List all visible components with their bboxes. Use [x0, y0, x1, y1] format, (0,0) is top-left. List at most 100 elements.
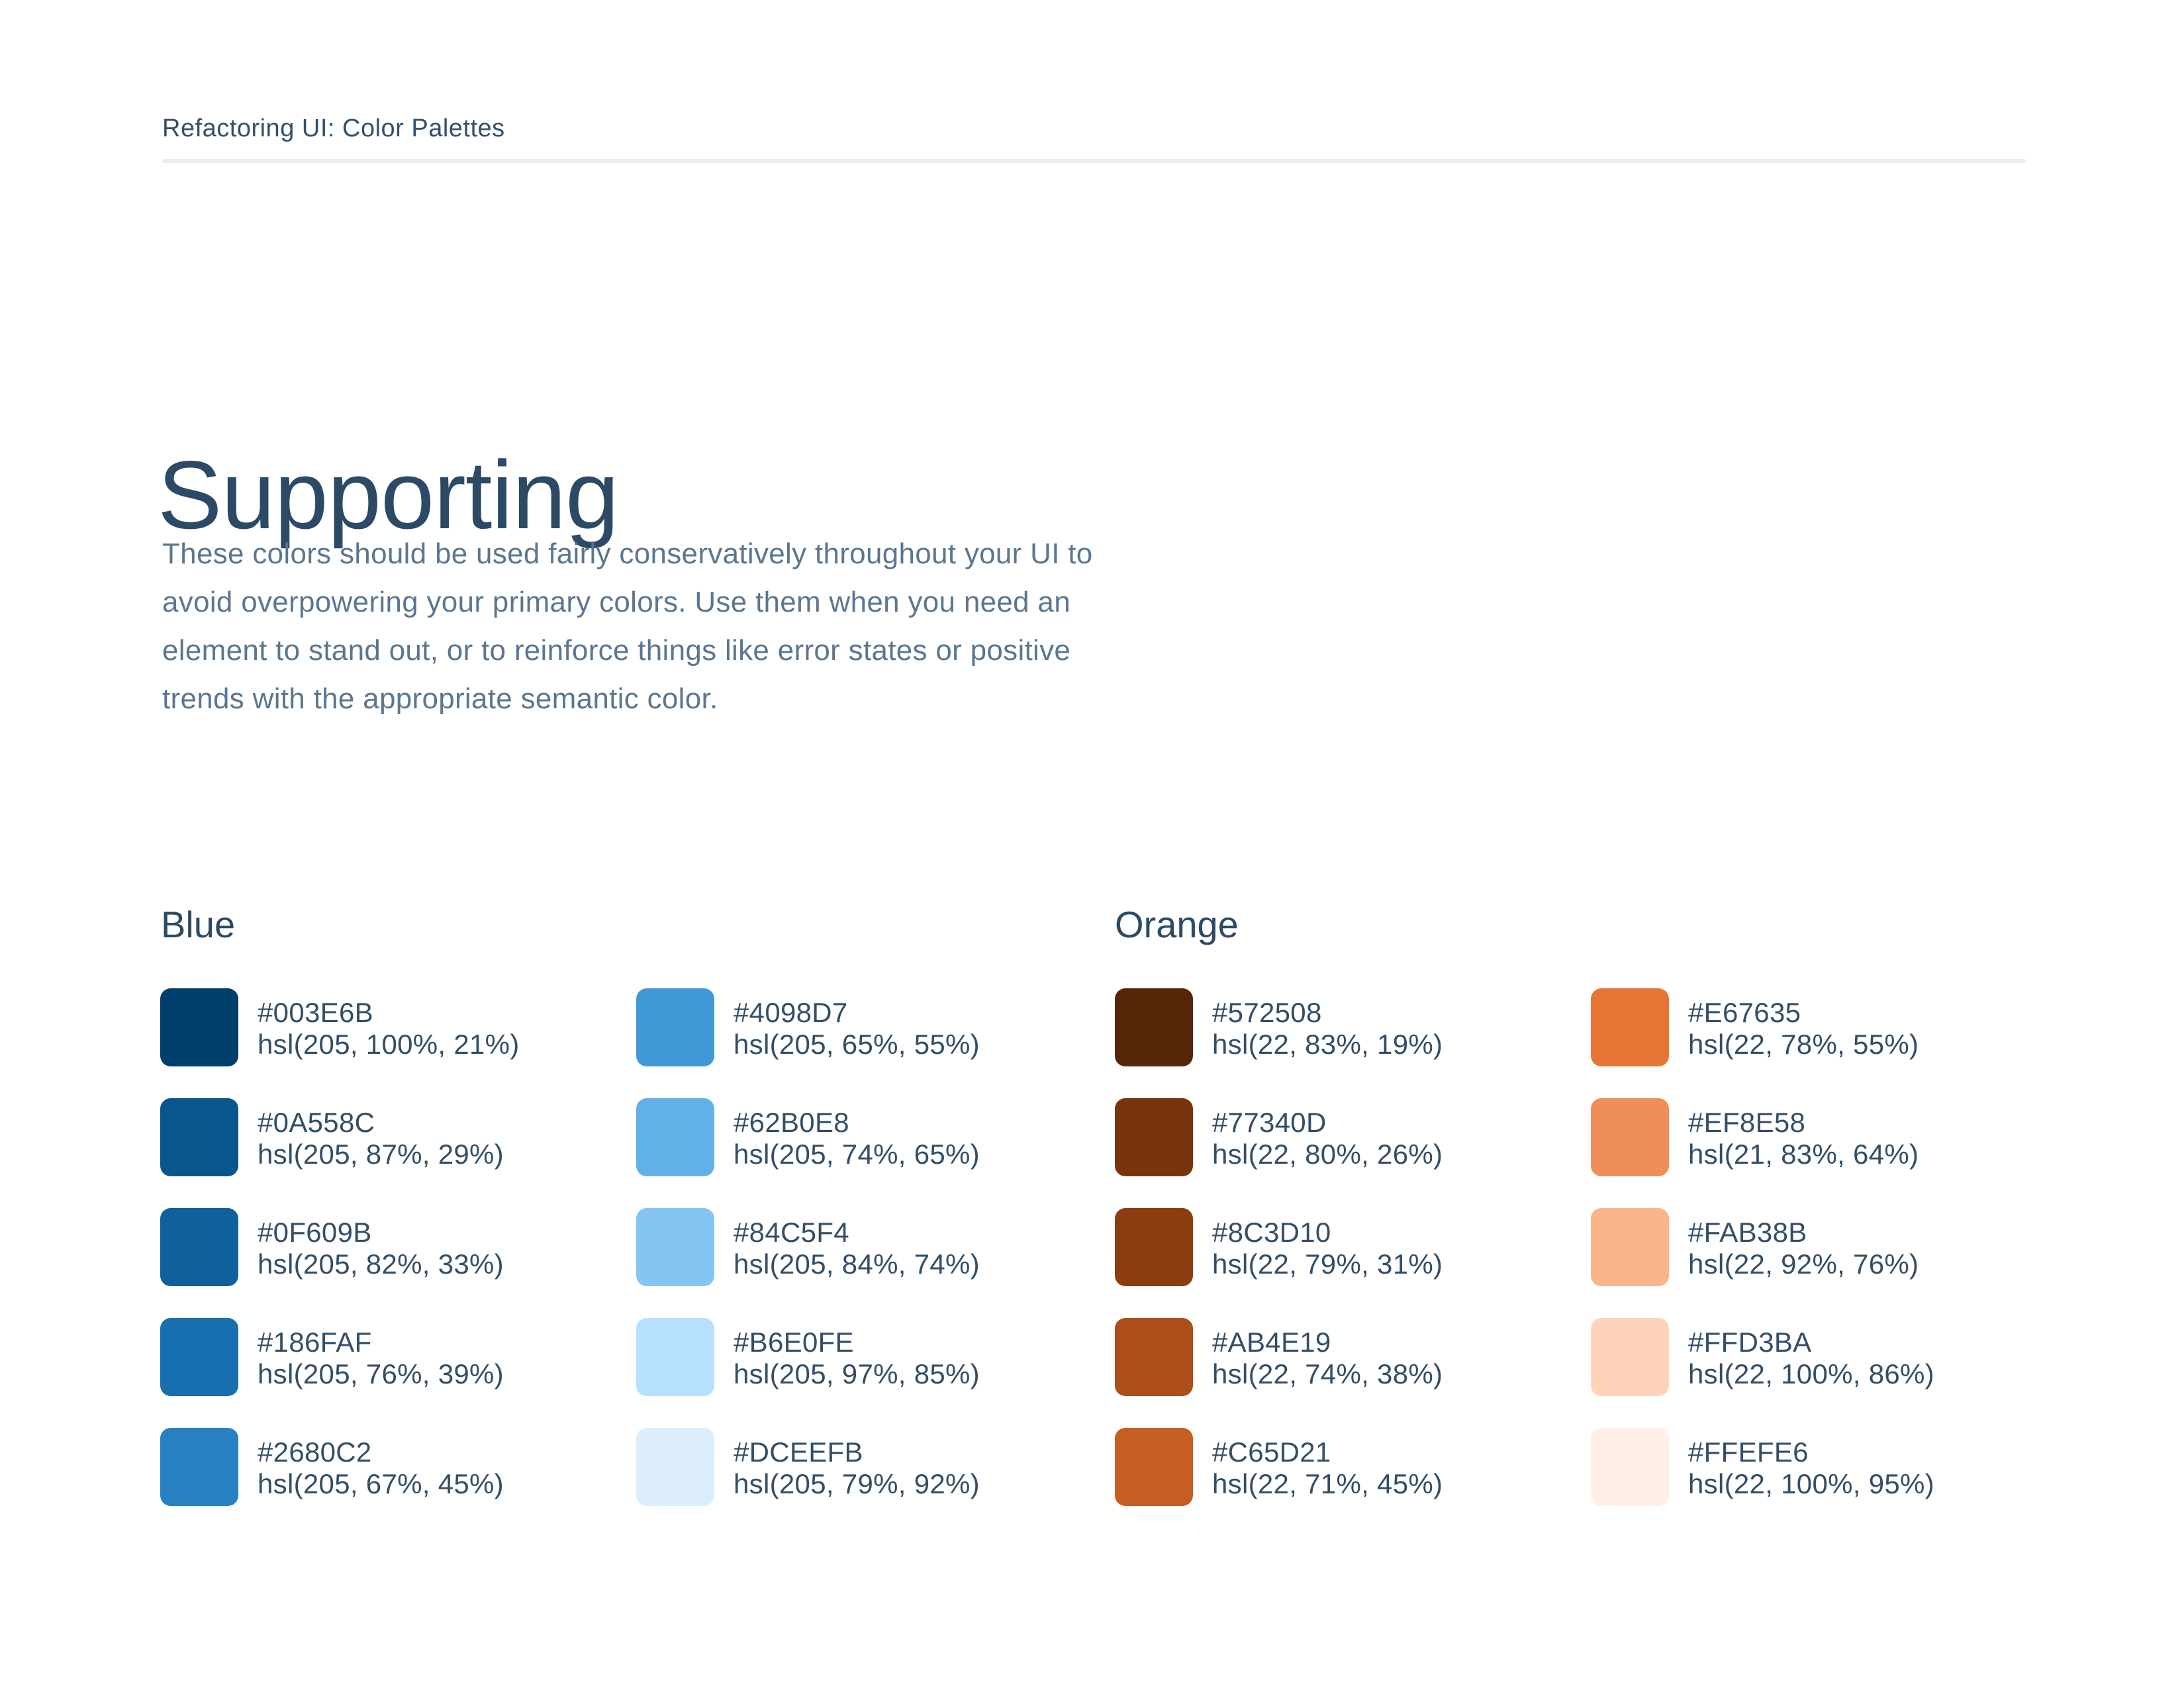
swatch-label: #C65D21 hsl(22, 71%, 45%) [1212, 1434, 1443, 1500]
swatch-label: #2680C2 hsl(205, 67%, 45%) [258, 1434, 504, 1500]
swatch-hsl-label: hsl(22, 71%, 45%) [1212, 1468, 1443, 1499]
swatch-hsl-label: hsl(21, 83%, 64%) [1688, 1139, 1919, 1170]
color-swatch [636, 988, 714, 1066]
swatch-hex-label: #62B0E8 [734, 1107, 849, 1138]
swatch-label: #003E6B hsl(205, 100%, 21%) [258, 994, 520, 1060]
color-swatch [160, 1208, 238, 1286]
swatch-hex-label: #0A558C [258, 1107, 375, 1138]
swatch-label: #186FAF hsl(205, 76%, 39%) [258, 1324, 504, 1390]
description-line: element to stand out, or to reinforce th… [162, 634, 1071, 667]
swatch-hsl-label: hsl(22, 80%, 26%) [1212, 1139, 1443, 1170]
swatch-row: #186FAF hsl(205, 76%, 39%) [160, 1318, 624, 1396]
swatch-hex-label: #8C3D10 [1212, 1217, 1331, 1248]
swatch-hsl-label: hsl(205, 65%, 55%) [734, 1029, 980, 1060]
swatch-row: #DCEEFB hsl(205, 79%, 92%) [636, 1428, 1100, 1506]
swatch-label: #84C5F4 hsl(205, 84%, 74%) [734, 1214, 980, 1280]
description-line: avoid overpowering your primary colors. … [162, 586, 1070, 618]
swatch-label: #AB4E19 hsl(22, 74%, 38%) [1212, 1324, 1443, 1390]
swatch-label: #FFEFE6 hsl(22, 100%, 95%) [1688, 1434, 1934, 1500]
palette-orange-column-2: #E67635 hsl(22, 78%, 55%) #EF8E58 hsl(21… [1591, 988, 2054, 1538]
palette-title-orange: Orange [1115, 904, 1239, 945]
swatch-hex-label: #EF8E58 [1688, 1107, 1806, 1138]
swatch-label: #E67635 hsl(22, 78%, 55%) [1688, 994, 1919, 1060]
swatch-hex-label: #DCEEFB [734, 1436, 863, 1468]
color-swatch [160, 988, 238, 1066]
swatch-hex-label: #77340D [1212, 1107, 1327, 1138]
swatch-row: #84C5F4 hsl(205, 84%, 74%) [636, 1208, 1100, 1286]
swatch-hex-label: #FAB38B [1688, 1217, 1807, 1248]
swatch-hsl-label: hsl(205, 100%, 21%) [258, 1029, 520, 1060]
swatch-hsl-label: hsl(22, 83%, 19%) [1212, 1029, 1443, 1060]
color-swatch [1591, 1098, 1669, 1176]
description-line: trends with the appropriate semantic col… [162, 682, 718, 715]
swatch-row: #572508 hsl(22, 83%, 19%) [1115, 988, 1578, 1066]
swatch-hex-label: #4098D7 [734, 997, 848, 1028]
color-swatch [1115, 1428, 1193, 1506]
swatch-label: #0F609B hsl(205, 82%, 33%) [258, 1214, 504, 1280]
page-title: Supporting [158, 440, 619, 549]
swatch-label: #B6E0FE hsl(205, 97%, 85%) [734, 1324, 980, 1390]
swatch-hsl-label: hsl(205, 76%, 39%) [258, 1358, 504, 1389]
swatch-hsl-label: hsl(205, 74%, 65%) [734, 1139, 980, 1170]
swatch-row: #4098D7 hsl(205, 65%, 55%) [636, 988, 1100, 1066]
swatch-row: #8C3D10 hsl(22, 79%, 31%) [1115, 1208, 1578, 1286]
swatch-label: #8C3D10 hsl(22, 79%, 31%) [1212, 1214, 1443, 1280]
swatch-hsl-label: hsl(22, 92%, 76%) [1688, 1248, 1919, 1280]
swatch-hex-label: #AB4E19 [1212, 1327, 1331, 1358]
swatch-row: #2680C2 hsl(205, 67%, 45%) [160, 1428, 624, 1506]
swatch-row: #77340D hsl(22, 80%, 26%) [1115, 1098, 1578, 1176]
swatch-hex-label: #B6E0FE [734, 1327, 854, 1358]
swatch-hex-label: #84C5F4 [734, 1217, 849, 1248]
color-swatch [1591, 1428, 1669, 1506]
color-swatch [636, 1208, 714, 1286]
swatch-hsl-label: hsl(22, 100%, 86%) [1688, 1358, 1934, 1389]
swatch-hsl-label: hsl(205, 79%, 92%) [734, 1468, 980, 1499]
swatch-row: #C65D21 hsl(22, 71%, 45%) [1115, 1428, 1578, 1506]
swatch-row: #B6E0FE hsl(205, 97%, 85%) [636, 1318, 1100, 1396]
description-line: These colors should be used fairly conse… [162, 538, 1093, 570]
color-swatch [636, 1318, 714, 1396]
swatch-hex-label: #2680C2 [258, 1436, 372, 1468]
swatch-label: #FFD3BA hsl(22, 100%, 86%) [1688, 1324, 1934, 1390]
swatch-row: #FFD3BA hsl(22, 100%, 86%) [1591, 1318, 2054, 1396]
palette-blue-column-2: #4098D7 hsl(205, 65%, 55%) #62B0E8 hsl(2… [636, 988, 1100, 1538]
color-swatch [636, 1098, 714, 1176]
swatch-hex-label: #C65D21 [1212, 1436, 1331, 1468]
swatch-label: #DCEEFB hsl(205, 79%, 92%) [734, 1434, 980, 1500]
swatch-row: #EF8E58 hsl(21, 83%, 64%) [1591, 1098, 2054, 1176]
swatch-label: #0A558C hsl(205, 87%, 29%) [258, 1104, 504, 1170]
color-swatch [160, 1098, 238, 1176]
color-swatch [160, 1318, 238, 1396]
swatch-hex-label: #FFD3BA [1688, 1327, 1812, 1358]
swatch-row: #FAB38B hsl(22, 92%, 76%) [1591, 1208, 2054, 1286]
swatch-hsl-label: hsl(205, 87%, 29%) [258, 1139, 504, 1170]
swatch-label: #EF8E58 hsl(21, 83%, 64%) [1688, 1104, 1919, 1170]
color-swatch [1115, 1208, 1193, 1286]
swatch-row: #FFEFE6 hsl(22, 100%, 95%) [1591, 1428, 2054, 1506]
swatch-hsl-label: hsl(22, 78%, 55%) [1688, 1029, 1919, 1060]
palette-title-blue: Blue [161, 904, 236, 945]
swatch-label: #77340D hsl(22, 80%, 26%) [1212, 1104, 1443, 1170]
swatch-row: #62B0E8 hsl(205, 74%, 65%) [636, 1098, 1100, 1176]
swatch-hex-label: #572508 [1212, 997, 1322, 1028]
palette-orange-column-1: #572508 hsl(22, 83%, 19%) #77340D hsl(22… [1115, 988, 1578, 1538]
swatch-row: #0F609B hsl(205, 82%, 33%) [160, 1208, 624, 1286]
swatch-hsl-label: hsl(22, 79%, 31%) [1212, 1248, 1443, 1280]
swatch-hsl-label: hsl(205, 82%, 33%) [258, 1248, 504, 1280]
swatch-hsl-label: hsl(22, 100%, 95%) [1688, 1468, 1934, 1499]
color-swatch [636, 1428, 714, 1506]
header-divider [162, 159, 2026, 163]
swatch-row: #0A558C hsl(205, 87%, 29%) [160, 1098, 624, 1176]
color-swatch [160, 1428, 238, 1506]
page-description: These colors should be used fairly conse… [162, 530, 1093, 723]
swatch-row: #003E6B hsl(205, 100%, 21%) [160, 988, 624, 1066]
color-swatch [1591, 1318, 1669, 1396]
swatch-label: #4098D7 hsl(205, 65%, 55%) [734, 994, 980, 1060]
swatch-row: #E67635 hsl(22, 78%, 55%) [1591, 988, 2054, 1066]
color-swatch [1115, 988, 1193, 1066]
swatch-hex-label: #FFEFE6 [1688, 1436, 1809, 1468]
swatch-row: #AB4E19 hsl(22, 74%, 38%) [1115, 1318, 1578, 1396]
palette-blue-column-1: #003E6B hsl(205, 100%, 21%) #0A558C hsl(… [160, 988, 624, 1538]
swatch-hex-label: #E67635 [1688, 997, 1801, 1028]
